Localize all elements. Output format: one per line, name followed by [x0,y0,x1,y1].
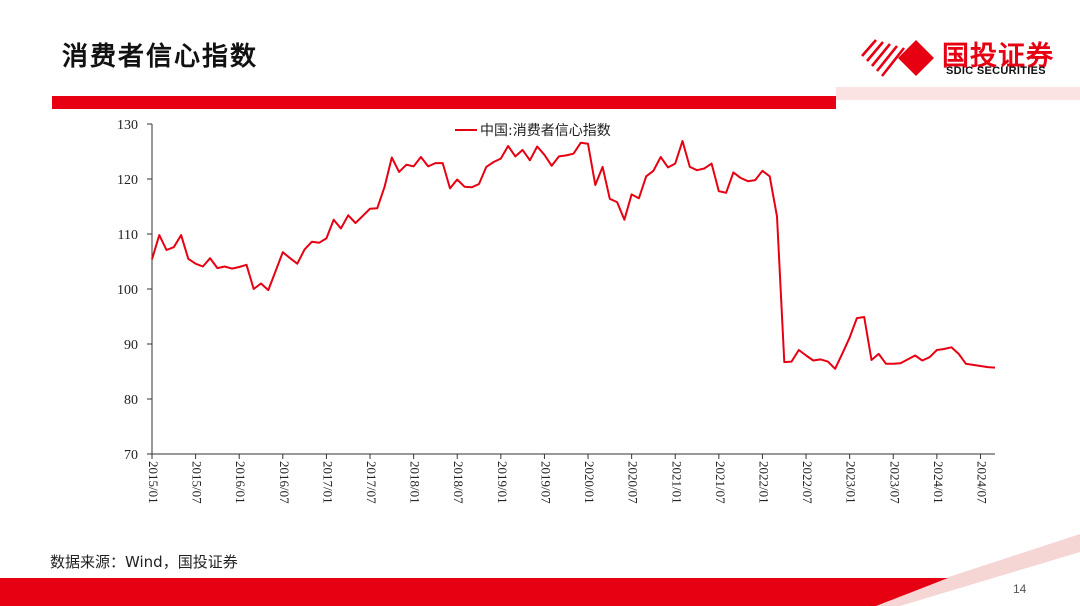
series-line [151,140,996,370]
y-tick-label: 90 [124,338,138,353]
logo-name-en: SDIC SECURITIES [946,65,1046,77]
y-tick-label: 130 [117,118,138,133]
slide-title: 消费者信心指数 [62,42,259,72]
x-tick-label: 2021/01 [669,461,684,504]
y-tick-label: 100 [117,283,138,298]
x-tick-label: 2016/07 [277,461,292,504]
x-axis-ticks: 2015/01 2015/07 2016/01 2016/07 2017/01 2017/… [146,454,989,504]
legend-label: 中国:消费者信心指数 [480,123,611,139]
line-chart: 70 80 90 100 110 120 130 2015/01 2015/07 2016/01… [117,118,996,504]
x-tick-label: 2023/01 [844,461,859,504]
x-tick-label: 2023/07 [887,461,902,504]
x-tick-label: 2017/07 [364,461,379,504]
chart-legend: 中国:消费者信心指数 [455,123,611,139]
title-bar-tail [836,87,1080,100]
x-tick-label: 2019/01 [495,461,510,504]
y-tick-label: 120 [117,173,138,188]
y-tick-label: 110 [118,228,138,243]
x-tick-label: 2015/01 [146,461,161,504]
x-tick-label: 2018/07 [451,461,466,504]
x-tick-label: 2022/01 [756,461,771,504]
y-tick-label: 80 [124,393,138,408]
logo-mark-icon [861,39,934,77]
chart-series [151,140,996,370]
title-bar [52,96,836,109]
x-tick-label: 2024/01 [931,461,946,504]
x-tick-label: 2016/01 [233,461,248,504]
x-tick-label: 2020/01 [582,461,597,504]
x-tick-label: 2022/07 [800,461,815,504]
x-tick-label: 2024/07 [974,461,989,504]
y-tick-label: 70 [124,448,138,463]
data-source-note: 数据来源：Wind，国投证券 [50,553,238,571]
x-tick-label: 2017/01 [320,461,335,504]
y-axis-ticks: 70 80 90 100 110 120 130 [117,118,152,463]
sdic-logo: 国投证券 SDIC SECURITIES [858,34,1068,80]
logo-name-cn: 国投证券 [942,41,1054,72]
x-tick-label: 2018/01 [408,461,423,504]
x-tick-label: 2015/07 [190,461,205,504]
x-tick-label: 2021/07 [713,461,728,504]
page-number: 14 [1013,582,1027,596]
x-tick-label: 2019/07 [538,461,553,504]
x-tick-label: 2020/07 [626,461,641,504]
